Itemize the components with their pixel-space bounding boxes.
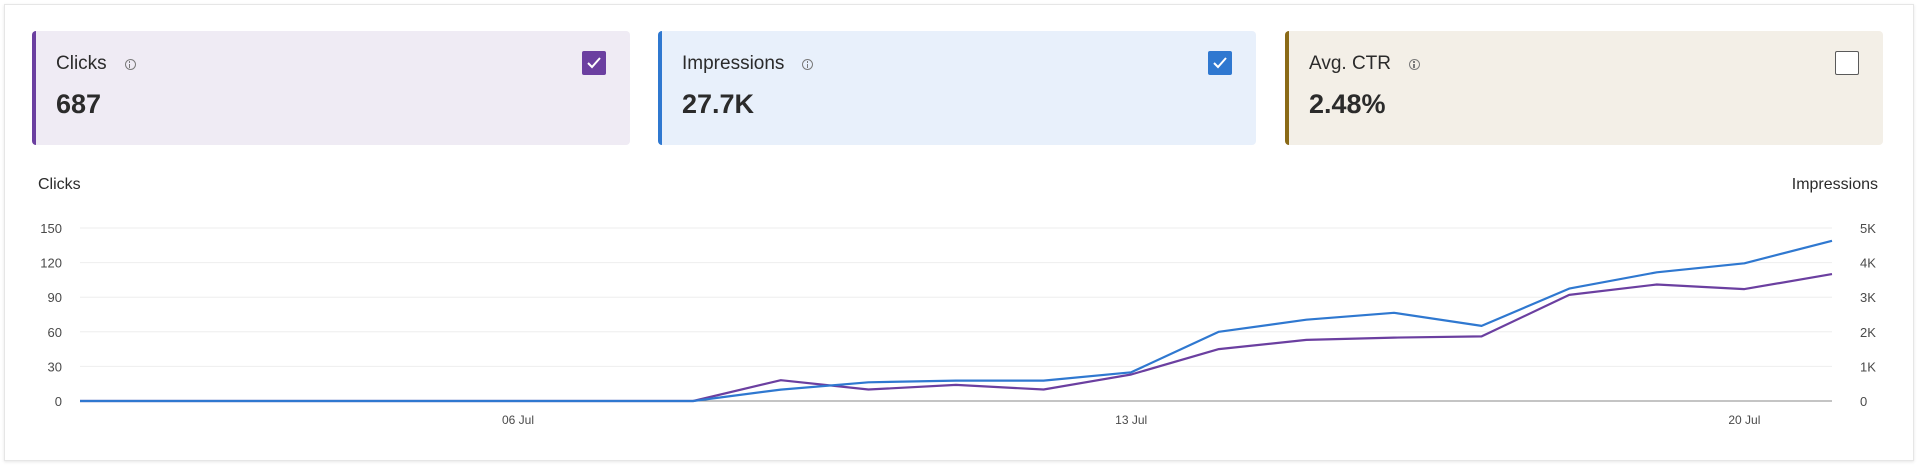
avg-ctr-checkbox[interactable] <box>1835 51 1859 75</box>
right-y-tick-label: 4K <box>1860 256 1876 271</box>
clicks-label: Clicks <box>56 53 107 74</box>
right-y-tick-label: 0 <box>1860 394 1867 409</box>
left-y-tick-label: 30 <box>48 359 62 374</box>
right-y-tick-label: 2K <box>1860 325 1876 340</box>
left-y-tick-label: 0 <box>55 394 62 409</box>
left-y-tick-label: 60 <box>48 325 62 340</box>
info-icon[interactable] <box>124 58 136 70</box>
checkmark-icon <box>587 57 601 69</box>
avg-ctr-label: Avg. CTR <box>1309 53 1392 74</box>
right-y-tick-label: 3K <box>1860 290 1876 305</box>
clicks-series-line <box>80 273 1833 403</box>
right-y-tick-label: 5K <box>1860 221 1876 236</box>
impressions-series-line <box>80 239 1833 403</box>
impressions-label: Impressions <box>682 53 785 74</box>
left-axis-title: Clicks <box>38 176 81 193</box>
avg-ctr-card[interactable]: Avg. CTR 2.48% <box>1285 31 1883 145</box>
avg-ctr-value: 2.48% <box>1309 89 1386 119</box>
clicks-card-header: Clicks <box>56 53 136 75</box>
clicks-card-accent <box>32 31 36 145</box>
left-y-tick-label: 150 <box>40 221 62 236</box>
checkmark-icon <box>1213 57 1227 69</box>
avg-ctr-card-header: Avg. CTR <box>1309 53 1421 75</box>
impressions-card-header: Impressions <box>682 53 814 75</box>
right-axis-title: Impressions <box>1791 176 1878 193</box>
clicks-card[interactable]: Clicks 687 <box>32 31 630 145</box>
impressions-card-accent <box>658 31 662 145</box>
impressions-value: 27.7K <box>682 89 755 119</box>
impressions-checkbox[interactable] <box>1208 51 1232 75</box>
info-icon[interactable] <box>802 58 814 70</box>
avg-ctr-card-accent <box>1285 31 1289 145</box>
x-tick-label: 06 Jul <box>502 413 534 427</box>
clicks-value: 687 <box>56 89 102 119</box>
left-y-tick-label: 120 <box>40 256 62 271</box>
right-y-tick-label: 1K <box>1860 359 1876 374</box>
x-tick-label: 20 Jul <box>1728 413 1760 427</box>
info-icon[interactable] <box>1409 58 1421 70</box>
left-y-tick-label: 90 <box>48 290 62 305</box>
impressions-card[interactable]: Impressions 27.7K <box>658 31 1256 145</box>
x-tick-label: 13 Jul <box>1115 413 1147 427</box>
clicks-checkbox[interactable] <box>582 51 606 75</box>
